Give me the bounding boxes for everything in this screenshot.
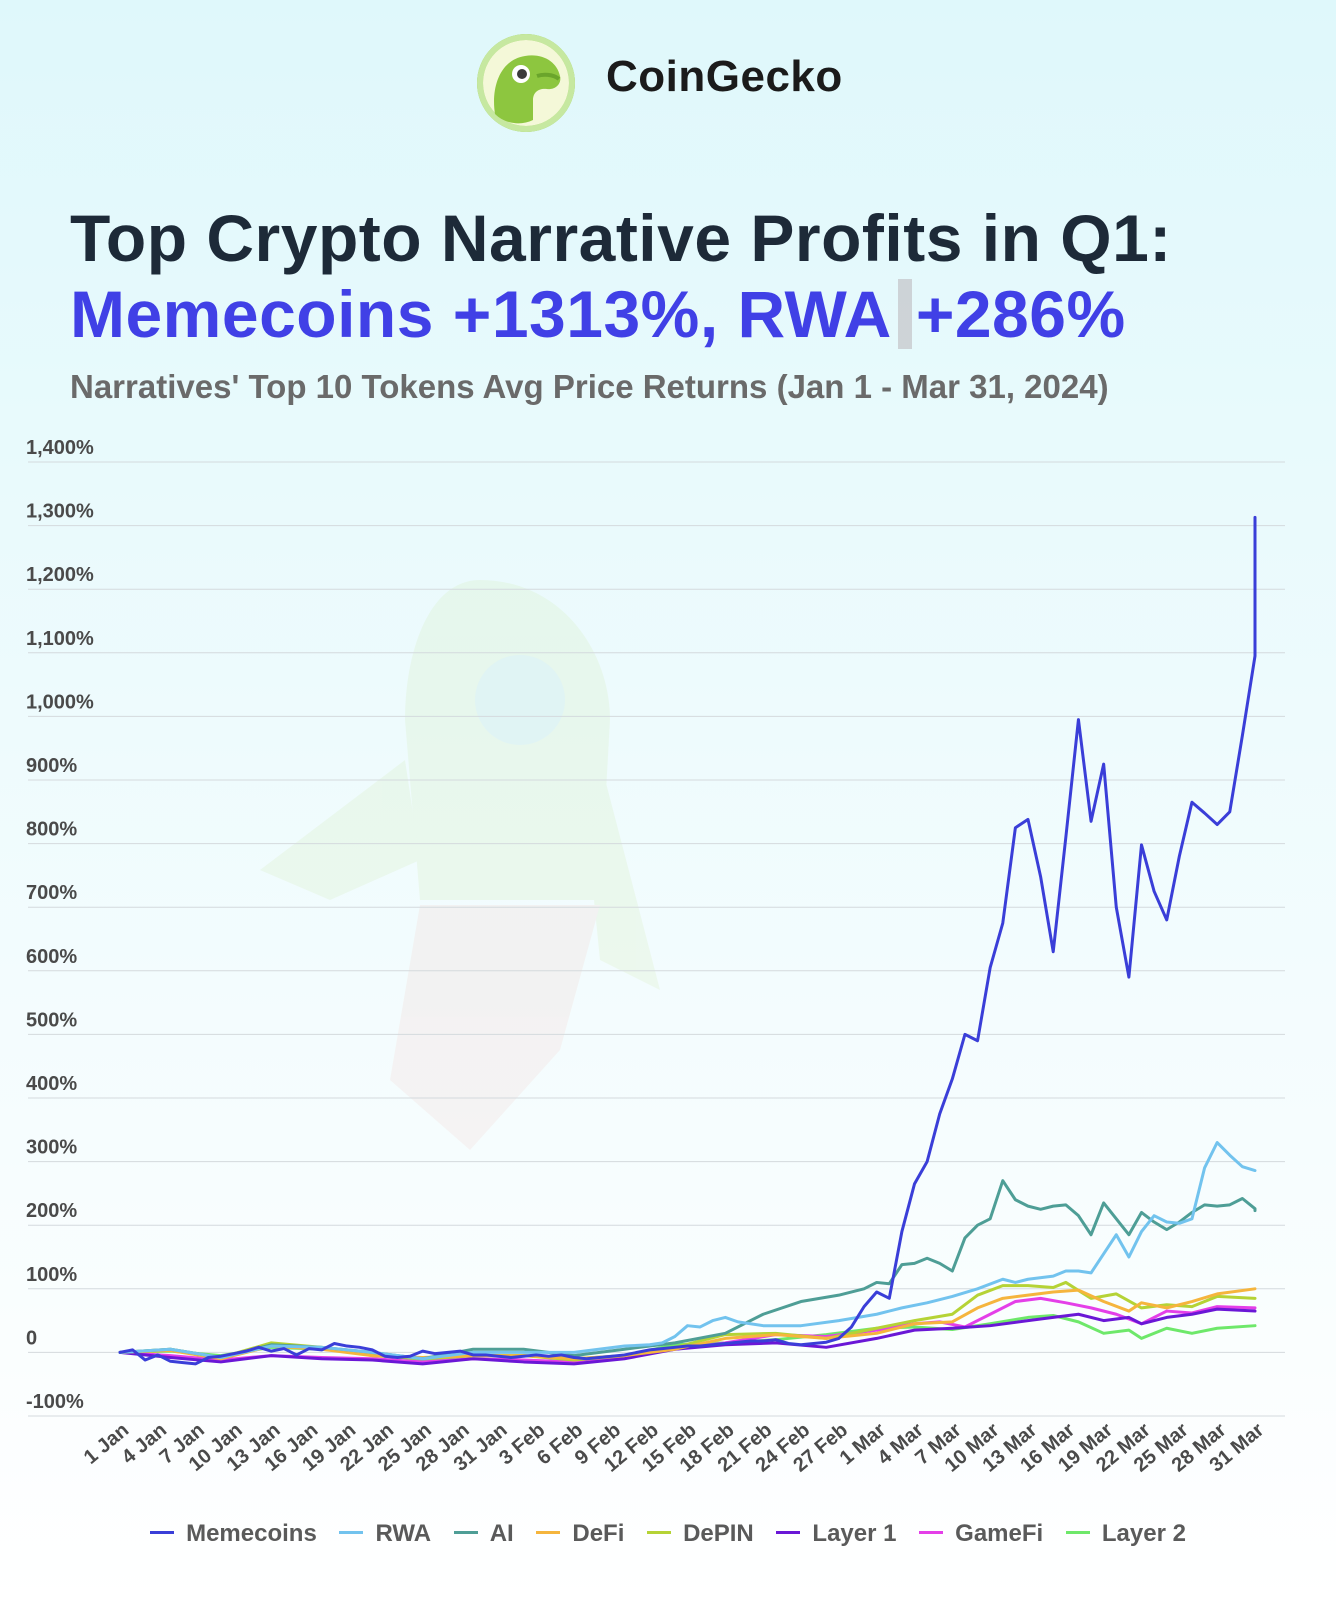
headline-part-2: +286% xyxy=(915,277,1126,351)
legend-item-gamefi: GameFi xyxy=(919,1520,1043,1548)
series-line-layer-1 xyxy=(118,1307,1257,1366)
legend-item-rwa: RWA xyxy=(339,1520,431,1548)
chart-grid xyxy=(28,461,1285,1417)
legend-item-defi: DeFi xyxy=(536,1520,624,1548)
y-tick-label: 800% xyxy=(26,819,77,841)
legend-label-rwa: RWA xyxy=(375,1520,432,1547)
brand-name: CoinGecko xyxy=(606,52,843,101)
legend-label-depin: DePIN xyxy=(683,1520,754,1547)
legend-swatch-layer-1 xyxy=(776,1531,801,1535)
series-line-rwa xyxy=(118,1141,1257,1361)
legend-swatch-gamefi xyxy=(919,1531,944,1535)
y-tick-label: 100% xyxy=(26,1264,77,1286)
legend-item-ai: AI xyxy=(453,1520,514,1548)
y-axis: 1,400% 1,300% 1,200% 1,100% 1,000% 900% 800% 70… xyxy=(26,437,94,1413)
series-line-memecoins xyxy=(118,515,1257,1366)
text-cursor-icon xyxy=(897,279,912,349)
legend-label-defi: DeFi xyxy=(572,1520,625,1547)
legend-swatch-memecoins xyxy=(150,1531,175,1535)
legend-swatch-defi xyxy=(536,1531,561,1535)
legend-label-memecoins: Memecoins xyxy=(186,1520,317,1547)
coingecko-logo-icon xyxy=(477,34,575,132)
header: CoinGecko xyxy=(0,30,1336,140)
y-tick-label: 700% xyxy=(26,882,77,904)
y-tick-label: 1,100% xyxy=(26,628,94,650)
page-headline: Memecoins +1313%, RWA +286% xyxy=(70,276,1126,352)
legend-item-layer-2: Layer 2 xyxy=(1065,1520,1186,1548)
legend-swatch-ai xyxy=(453,1531,478,1535)
y-tick-label: 500% xyxy=(26,1009,77,1031)
chart-series xyxy=(118,515,1257,1366)
y-tick-label: 600% xyxy=(26,946,77,968)
headline-part-1: Memecoins +1313%, RWA xyxy=(70,277,892,351)
legend-label-layer-2: Layer 2 xyxy=(1101,1520,1186,1547)
y-tick-label: 1,400% xyxy=(26,437,94,459)
legend-label-ai: AI xyxy=(489,1520,514,1547)
y-tick-label: 300% xyxy=(26,1137,77,1159)
legend-swatch-rwa xyxy=(339,1531,364,1535)
rocket-watermark-icon xyxy=(260,580,660,1150)
legend-swatch-layer-2 xyxy=(1065,1531,1090,1535)
y-tick-label: 400% xyxy=(26,1073,77,1095)
chart-legend: Memecoins RWA AI DeFi DePIN Layer 1 Game… xyxy=(0,1520,1336,1548)
y-tick-label: 1,000% xyxy=(26,691,94,713)
series-line-ai xyxy=(118,1179,1257,1361)
y-tick-label: 0 xyxy=(26,1327,37,1349)
legend-swatch-depin xyxy=(647,1531,672,1535)
y-tick-label: 200% xyxy=(26,1200,77,1222)
y-tick-label: 1,300% xyxy=(26,501,94,523)
line-chart: 1,400% 1,300% 1,200% 1,100% 1,000% 900% 800% 70… xyxy=(26,437,1285,1477)
y-tick-label: -100% xyxy=(26,1391,84,1413)
gecko-icon xyxy=(483,40,569,126)
legend-item-memecoins: Memecoins xyxy=(150,1520,317,1548)
legend-item-depin: DePIN xyxy=(647,1520,754,1548)
page-title: Top Crypto Narrative Profits in Q1: xyxy=(70,201,1172,275)
series-line-defi xyxy=(118,1287,1257,1361)
legend-item-layer-1: Layer 1 xyxy=(776,1520,896,1548)
y-tick-label: 1,200% xyxy=(26,564,94,586)
chart-subtitle: Narratives' Top 10 Tokens Avg Price Retu… xyxy=(70,368,1109,405)
legend-label-gamefi: GameFi xyxy=(955,1520,1044,1547)
y-tick-label: 900% xyxy=(26,755,77,777)
legend-label-layer-1: Layer 1 xyxy=(812,1520,897,1547)
